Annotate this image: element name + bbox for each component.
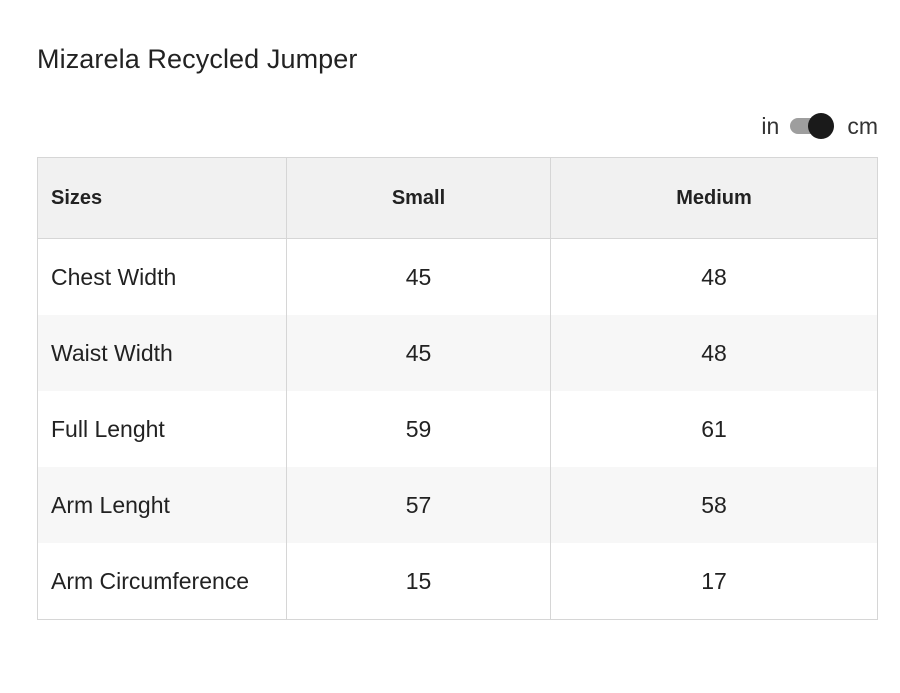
row-label: Chest Width — [37, 238, 287, 315]
cell-small: 57 — [286, 467, 551, 543]
header-row: Sizes Small Medium — [37, 157, 878, 239]
product-title: Mizarela Recycled Jumper — [37, 44, 358, 74]
unit-switch[interactable] — [790, 113, 835, 139]
cell-medium: 48 — [550, 315, 878, 391]
unit-toggle: in cm — [761, 110, 878, 142]
cell-small: 45 — [286, 238, 551, 315]
row-label: Full Lenght — [37, 391, 287, 467]
table-row: Arm Circumference 15 17 — [37, 543, 878, 620]
header-sizes: Sizes — [37, 157, 287, 239]
cell-medium: 61 — [550, 391, 878, 467]
cell-medium: 48 — [550, 238, 878, 315]
table-row: Chest Width 45 48 — [37, 238, 878, 315]
cell-small: 45 — [286, 315, 551, 391]
cell-small: 59 — [286, 391, 551, 467]
size-table: Sizes Small Medium Chest Width 45 48 Wai… — [37, 157, 878, 620]
unit-label-in[interactable]: in — [761, 112, 780, 139]
header-medium: Medium — [550, 157, 878, 239]
cell-medium: 17 — [550, 543, 878, 620]
size-table-body: Chest Width 45 48 Waist Width 45 48 Full… — [37, 238, 878, 620]
row-label: Arm Lenght — [37, 467, 287, 543]
row-label: Arm Circumference — [37, 543, 287, 620]
table-row: Arm Lenght 57 58 — [37, 467, 878, 543]
table-row: Waist Width 45 48 — [37, 315, 878, 391]
header-small: Small — [286, 157, 551, 239]
unit-label-cm[interactable]: cm — [847, 112, 878, 139]
unit-switch-knob[interactable] — [808, 113, 835, 139]
size-table-header: Sizes Small Medium — [37, 157, 878, 239]
table-row: Full Lenght 59 61 — [37, 391, 878, 467]
row-label: Waist Width — [37, 315, 287, 391]
cell-small: 15 — [286, 543, 551, 620]
cell-medium: 58 — [550, 467, 878, 543]
